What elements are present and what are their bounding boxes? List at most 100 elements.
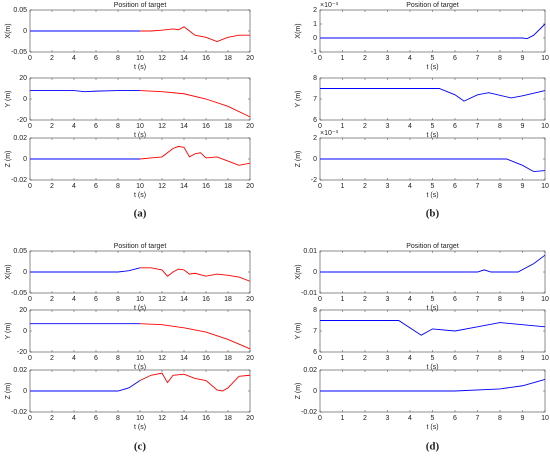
x-tick-label: 6 xyxy=(453,123,457,130)
x-tick-label: 5 xyxy=(431,296,435,303)
panel-label: (c) xyxy=(134,441,147,453)
y-exponent: ×10⁻³ xyxy=(320,2,339,9)
x-tick-label: 4 xyxy=(408,355,412,362)
x-tick-label: 7 xyxy=(476,183,480,190)
x-tick-label: 2 xyxy=(363,415,367,422)
x-tick-label: 8 xyxy=(116,355,120,362)
x-tick-label: 1 xyxy=(341,296,345,303)
x-tick-label: 10 xyxy=(136,355,144,362)
y-tick-label: -1 xyxy=(311,49,317,56)
x-tick-label: 8 xyxy=(116,55,120,62)
y-axis-label: Z (m) xyxy=(295,383,302,400)
y-axis-label: Y (m) xyxy=(295,91,302,108)
x-tick-label: 2 xyxy=(50,55,54,62)
x-tick-label: 10 xyxy=(136,183,144,190)
x-tick-label: 9 xyxy=(521,355,525,362)
x-tick-label: 20 xyxy=(246,355,254,362)
x-axis-label: t (s) xyxy=(426,364,438,371)
x-tick-label: 5 xyxy=(431,415,435,422)
y-tick-label: -0.02 xyxy=(301,409,317,416)
y-tick-label: -20 xyxy=(17,117,27,124)
x-tick-label: 20 xyxy=(246,55,254,62)
x-axis-label: t (s) xyxy=(134,305,146,312)
x-tick-label: 0 xyxy=(318,355,322,362)
y-tick-label: 20 xyxy=(19,75,27,82)
y-tick-label: 7 xyxy=(313,328,317,335)
x-tick-label: 20 xyxy=(246,415,254,422)
x-tick-label: 2 xyxy=(363,123,367,130)
x-tick-label: 12 xyxy=(158,183,166,190)
y-tick-label: 0 xyxy=(23,28,27,35)
data-line xyxy=(320,88,546,102)
x-tick-label: 4 xyxy=(408,183,412,190)
x-tick-label: 10 xyxy=(541,55,549,62)
y-tick-label: 0 xyxy=(23,328,27,335)
x-tick-label: 4 xyxy=(72,355,76,362)
x-tick-label: 12 xyxy=(158,355,166,362)
y-tick-label: 0 xyxy=(23,269,27,276)
x-tick-label: 10 xyxy=(541,355,549,362)
x-tick-label: 20 xyxy=(246,183,254,190)
x-tick-label: 7 xyxy=(476,415,480,422)
y-axis-label: X(m) xyxy=(295,23,302,38)
x-tick-label: 6 xyxy=(453,55,457,62)
x-tick-label: 0 xyxy=(28,355,32,362)
y-tick-label: 0.02 xyxy=(13,135,27,142)
x-tick-label: 0 xyxy=(28,183,32,190)
x-tick-label: 7 xyxy=(476,296,480,303)
data-line xyxy=(320,379,546,392)
y-axis-label: Z (m) xyxy=(5,383,12,400)
x-tick-label: 10 xyxy=(136,123,144,130)
x-tick-label: 1 xyxy=(341,415,345,422)
panel-label: (a) xyxy=(134,208,147,220)
x-tick-label: 4 xyxy=(408,415,412,422)
x-tick-label: 5 xyxy=(431,355,435,362)
y-tick-label: 2 xyxy=(313,7,317,14)
x-tick-label: 16 xyxy=(202,183,210,190)
x-tick-label: 4 xyxy=(72,183,76,190)
x-tick-label: 0 xyxy=(318,123,322,130)
x-tick-label: 16 xyxy=(202,296,210,303)
x-tick-label: 2 xyxy=(363,183,367,190)
x-tick-label: 3 xyxy=(386,296,390,303)
x-tick-label: 5 xyxy=(431,55,435,62)
x-tick-label: 6 xyxy=(453,183,457,190)
y-tick-label: -0.05 xyxy=(11,49,27,56)
y-tick-label: -20 xyxy=(17,349,27,356)
data-line xyxy=(139,90,251,118)
data-line xyxy=(30,380,141,392)
panel-label: (b) xyxy=(426,208,440,220)
y-tick-label: 1 xyxy=(313,21,317,28)
x-tick-label: 7 xyxy=(476,355,480,362)
x-tick-label: 20 xyxy=(246,123,254,130)
x-tick-label: 4 xyxy=(408,123,412,130)
y-tick-label: 20 xyxy=(19,307,27,314)
x-tick-label: 18 xyxy=(224,296,232,303)
x-tick-label: 8 xyxy=(116,183,120,190)
x-tick-label: 9 xyxy=(521,296,525,303)
y-tick-label: 0.05 xyxy=(13,7,27,14)
x-axis-label: t (s) xyxy=(426,192,438,199)
x-tick-label: 8 xyxy=(498,415,502,422)
x-tick-label: 8 xyxy=(498,123,502,130)
chart-title: Position of target xyxy=(406,243,459,250)
x-tick-label: 18 xyxy=(224,123,232,130)
y-axis-label: X(m) xyxy=(5,264,12,279)
x-tick-label: 14 xyxy=(180,415,188,422)
y-tick-label: 6 xyxy=(313,349,317,356)
x-tick-label: 18 xyxy=(224,183,232,190)
y-tick-label: -0.05 xyxy=(11,290,27,297)
y-tick-label: 0.02 xyxy=(303,367,317,374)
x-tick-label: 1 xyxy=(341,355,345,362)
x-tick-label: 0 xyxy=(318,296,322,303)
x-tick-label: 18 xyxy=(224,55,232,62)
x-tick-label: 0 xyxy=(28,123,32,130)
x-tick-label: 4 xyxy=(408,55,412,62)
x-tick-label: 6 xyxy=(94,183,98,190)
x-tick-label: 6 xyxy=(453,296,457,303)
y-tick-label: -0.02 xyxy=(11,177,27,184)
x-tick-label: 14 xyxy=(180,123,188,130)
x-tick-label: 8 xyxy=(116,123,120,130)
y-exponent: ×10⁻³ xyxy=(320,130,339,137)
